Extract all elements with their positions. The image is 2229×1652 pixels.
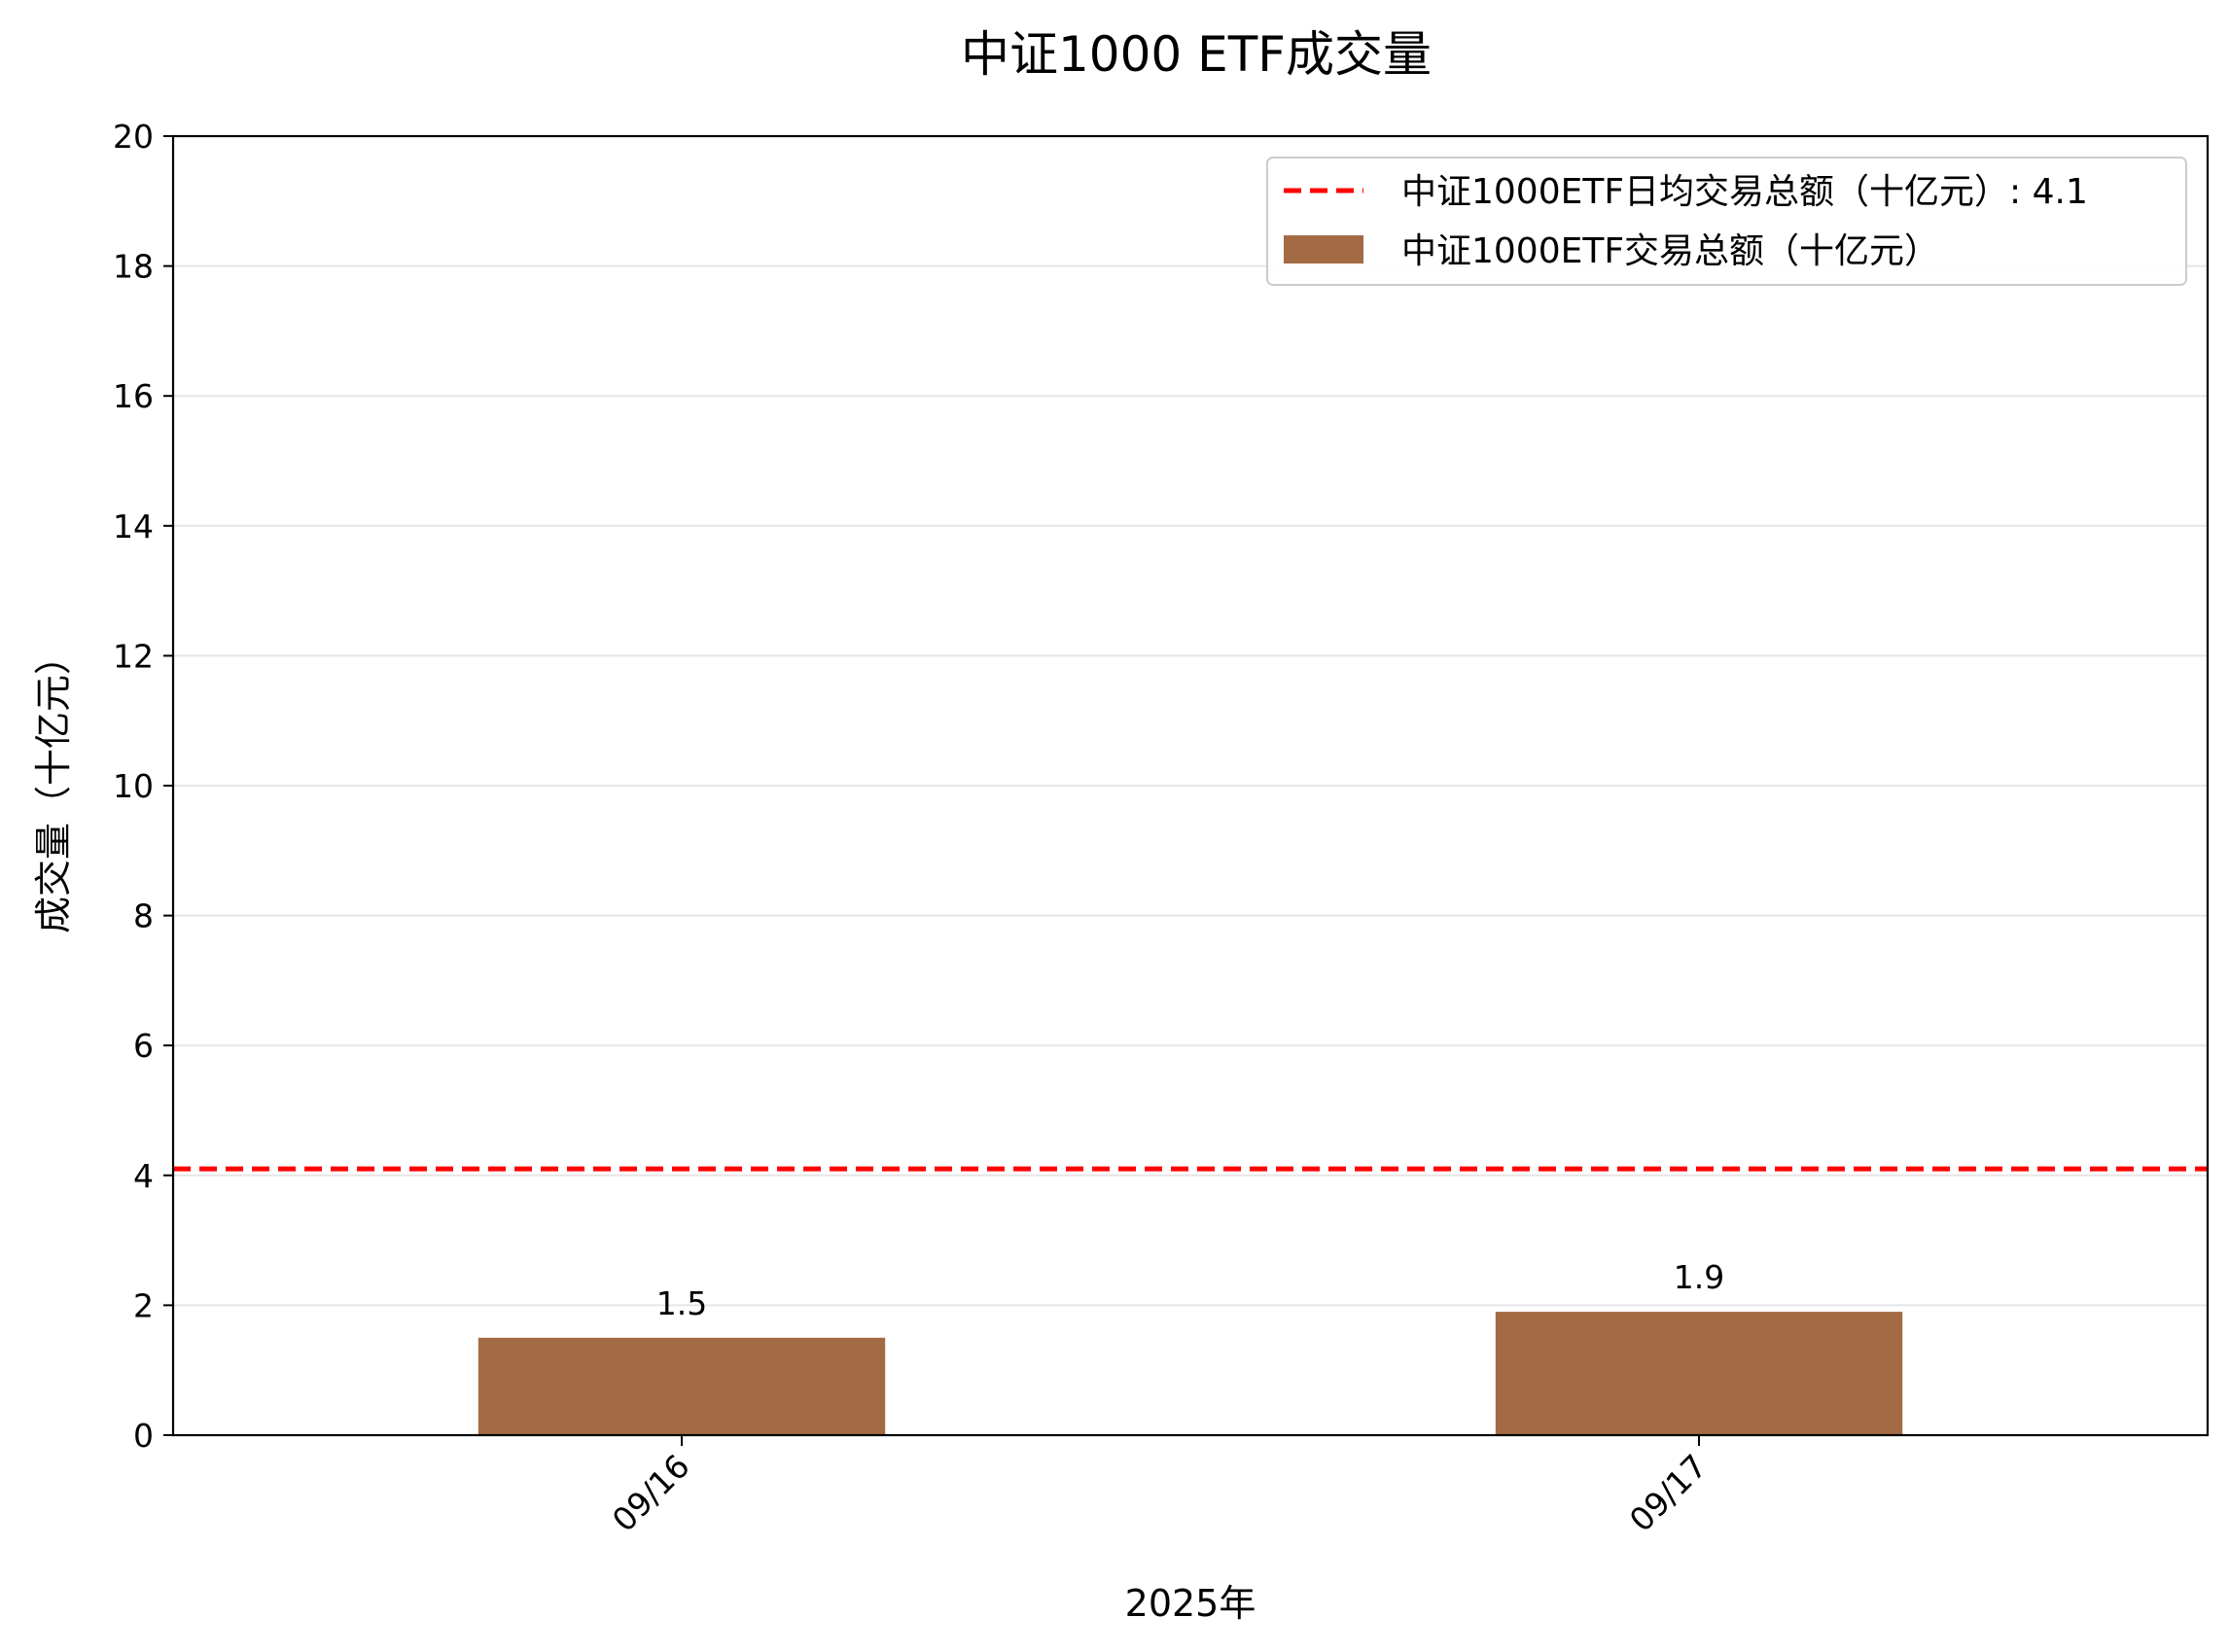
y-tick-label: 0 [133,1417,154,1455]
legend-reference-label: 中证1000ETF日均交易总额（十亿元）: 4.1 [1401,172,2088,212]
y-tick-label: 8 [133,897,154,935]
y-tick-label: 20 [113,118,154,156]
y-tick-label: 16 [113,377,154,415]
y-tick-label: 2 [133,1286,154,1324]
y-tick-label: 12 [113,637,154,675]
x-axis-label: 2025年 [1125,1582,1256,1625]
y-axis-label: 成交量（十亿元） [32,638,75,933]
legend-bar-label: 中证1000ETF交易总额（十亿元） [1401,231,1939,271]
bar-value-label: 1.9 [1674,1258,1724,1296]
bar-09-16 [478,1337,886,1435]
legend: 中证1000ETF日均交易总额（十亿元）: 4.1 中证1000ETF交易总额（… [1266,157,2187,286]
y-tick-label: 6 [133,1027,154,1065]
chart-title: 中证1000 ETF成交量 [961,26,1432,83]
bar-09-17 [1495,1312,1903,1435]
y-tick-label: 10 [113,767,154,805]
bar-value-label: 1.5 [656,1284,707,1322]
bar-layer [478,1312,1903,1435]
legend-box [1266,157,2187,286]
legend-bar-swatch [1284,235,1363,264]
y-axis: 0 2 4 6 8 10 12 14 16 18 20 [113,118,173,1455]
y-tick-label: 4 [133,1157,154,1195]
bar-label-layer: 1.5 1.9 [656,1258,1724,1322]
y-tick-label: 14 [113,508,154,545]
y-tick-label: 18 [113,248,154,286]
